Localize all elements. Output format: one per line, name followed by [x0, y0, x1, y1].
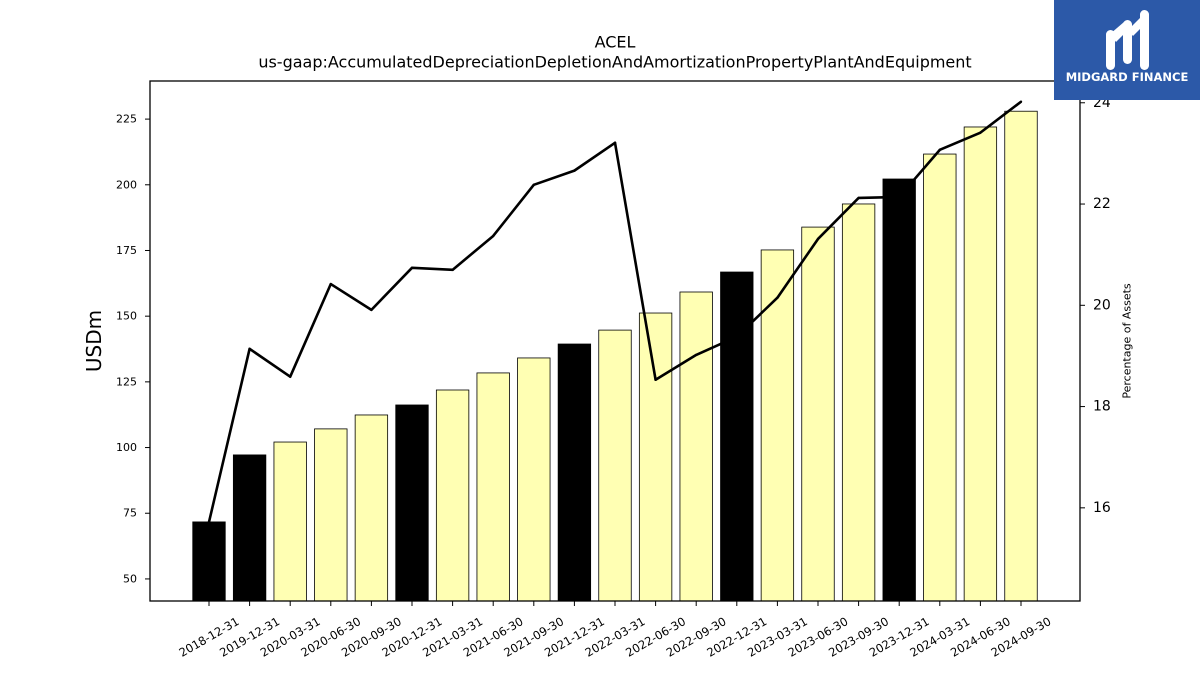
y2-tick-label: 18	[1093, 399, 1111, 415]
line-point-2021-09-30	[532, 183, 535, 186]
line-point-2022-03-31	[613, 141, 617, 144]
y2-axis-label: Percentage of Assets	[1121, 283, 1134, 399]
bar-series	[192, 110, 1038, 602]
line-point-2022-06-30	[654, 378, 657, 381]
bar-2021-09-30	[517, 357, 551, 602]
y-tick-label: 50	[123, 572, 137, 585]
line-point-2023-03-31	[776, 296, 779, 299]
line-point-2020-09-30	[370, 308, 373, 312]
bar-2022-09-30	[679, 291, 713, 602]
line-point-2018-12-31	[207, 520, 211, 524]
line-point-2020-06-30	[329, 282, 332, 286]
line-point-2020-03-31	[289, 375, 292, 378]
y-tick-label: 200	[116, 178, 137, 191]
bar-2022-03-31	[598, 329, 632, 602]
y-axis-left: 50 75 100 125 150 175 200 225	[116, 113, 150, 585]
bar-2024-03-31	[923, 153, 957, 602]
line-series	[207, 100, 1023, 524]
line-point-2020-12-31	[410, 266, 414, 270]
bar-2022-12-31	[720, 271, 754, 602]
y-tick-label: 75	[123, 507, 137, 520]
bar-2019-12-31	[232, 454, 267, 602]
y-tick-label: 100	[116, 441, 137, 454]
bar-2023-09-30	[841, 203, 876, 602]
line-point-2023-09-30	[857, 196, 860, 200]
bar-2024-06-30	[963, 126, 998, 602]
line-point-2022-09-30	[695, 353, 698, 357]
line-point-2023-12-31	[898, 195, 901, 199]
bar-2021-06-30	[476, 372, 510, 602]
line-point-2022-12-31	[735, 335, 738, 338]
bar-2020-06-30	[314, 428, 348, 602]
logo-text: MIDGARD FINANCE	[1066, 70, 1189, 84]
bar-2024-09-30	[1004, 110, 1038, 602]
bar-2020-12-31	[395, 404, 429, 602]
bar-2023-12-31	[882, 178, 916, 602]
line-point-2021-12-31	[573, 169, 576, 172]
bar-2023-06-30	[801, 226, 835, 602]
y-tick-label: 175	[116, 244, 137, 257]
plot-frame	[149, 80, 1081, 602]
y-tick-label: 150	[116, 310, 137, 323]
line-point-2024-03-31	[938, 148, 941, 152]
bar-2020-09-30	[354, 414, 389, 602]
bar-2022-06-30	[638, 312, 673, 602]
bar-2020-03-31	[273, 441, 307, 602]
line-point-2021-03-31	[451, 268, 454, 272]
line-point-2019-12-31	[248, 347, 251, 351]
chart-subtitle: us-gaap:AccumulatedDepreciationDepletion…	[258, 53, 971, 72]
logo: MIDGARD FINANCE	[1054, 0, 1200, 100]
y2-tick-label: 20	[1093, 297, 1111, 313]
line-point-2023-06-30	[816, 237, 820, 241]
bar-2018-12-31	[192, 521, 226, 602]
y-axis-label: USDm	[82, 310, 106, 372]
y-tick-label: 125	[116, 375, 137, 388]
logo-icon	[1106, 10, 1149, 70]
y2-tick-label: 22	[1093, 196, 1111, 212]
bar-2021-12-31	[557, 343, 592, 602]
y2-tick-label: 16	[1093, 500, 1111, 516]
y-tick-label: 225	[116, 113, 137, 126]
line-point-2024-06-30	[979, 131, 982, 134]
line-point-2024-09-30	[1019, 100, 1023, 103]
bar-2021-03-31	[435, 389, 470, 602]
chart-title: ACEL	[595, 33, 636, 52]
line-point-2021-06-30	[492, 234, 495, 238]
bar-2023-03-31	[760, 249, 795, 602]
